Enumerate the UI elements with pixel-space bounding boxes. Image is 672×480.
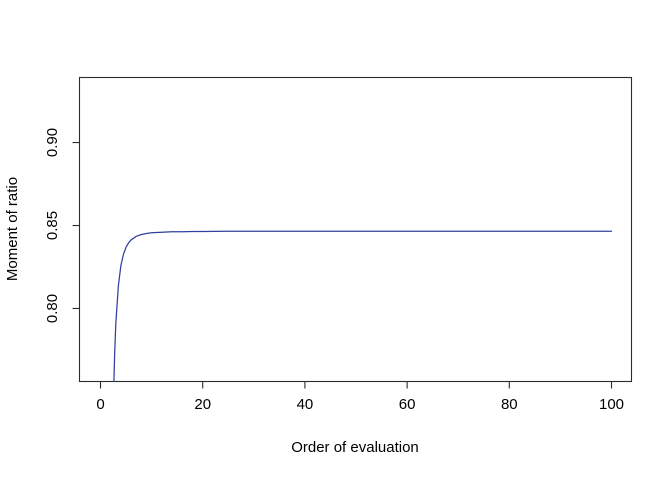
y-tick-label: 0.90 [44, 128, 61, 157]
y-tick-label: 0.85 [44, 211, 61, 240]
x-tick-label: 0 [96, 396, 104, 413]
series-line [113, 230, 613, 382]
x-tick-label: 60 [399, 396, 416, 413]
x-axis: 0 20 40 60 80 100 [96, 381, 624, 413]
x-tick-label: 40 [297, 396, 314, 413]
data-series [113, 230, 613, 382]
x-tick-label: 20 [194, 396, 211, 413]
x-tick-label: 80 [501, 396, 518, 413]
y-axis-label: Moment of ratio [4, 177, 21, 281]
plot-box [78, 76, 633, 383]
x-axis-label: Order of evaluation [291, 439, 419, 456]
x-tick-label: 100 [599, 396, 624, 413]
y-axis: 0.80 0.85 0.90 [44, 128, 80, 323]
y-tick-label: 0.80 [44, 294, 61, 323]
